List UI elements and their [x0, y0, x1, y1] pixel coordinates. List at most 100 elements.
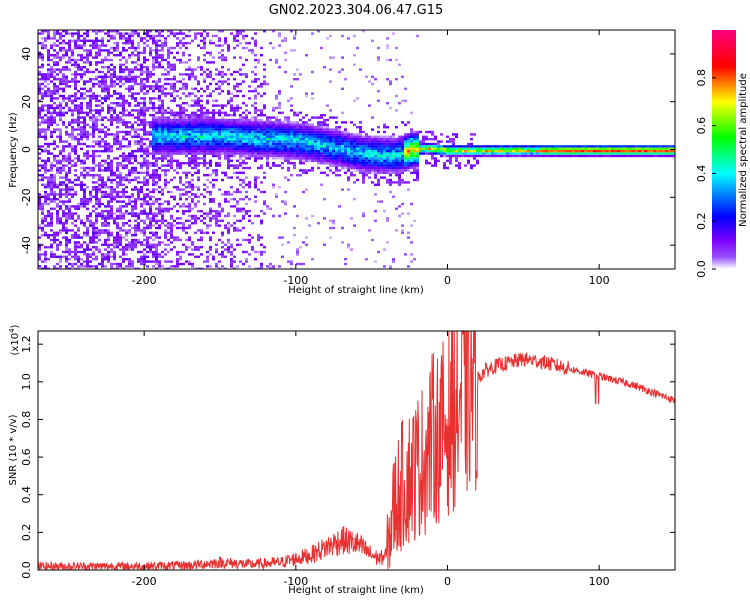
spectrogram-cell [128, 195, 131, 198]
spectrogram-cell [59, 94, 62, 98]
spectrogram-cell [137, 260, 140, 263]
spectrogram-cell [212, 130, 215, 134]
spectrogram-cell [326, 166, 329, 170]
spectrogram-cell [83, 37, 86, 40]
spectrogram-cell [125, 126, 128, 129]
spectrogram-cell [341, 135, 344, 138]
spectrogram-cell [95, 42, 98, 45]
spectrogram-cell [389, 159, 392, 162]
spectrogram-cell [254, 138, 257, 141]
spectrogram-cell [341, 140, 344, 143]
spectrogram-cell [41, 44, 44, 47]
spectrogram-cell [122, 94, 125, 98]
spectrogram-cell [83, 205, 86, 208]
spectrogram-cell [338, 205, 341, 208]
spectrogram-cell [221, 126, 224, 129]
spectrogram-cell [170, 63, 173, 66]
spectrogram-cell [104, 75, 107, 78]
spectrogram-cell [110, 169, 113, 172]
spectrogram-cell [101, 243, 104, 246]
spectrogram-cell [53, 49, 56, 52]
spectrogram-cell [197, 114, 200, 117]
spectrogram-cell [278, 123, 281, 126]
spectrogram-cell [47, 87, 50, 90]
spectrogram-cell [230, 135, 233, 138]
spectrogram-cell [212, 104, 215, 107]
spectrogram-cell [218, 56, 221, 59]
spectrogram-cell [371, 39, 374, 42]
spectrogram-cell [38, 116, 41, 119]
spectrogram-cell [347, 178, 350, 182]
spectrogram-cell [206, 162, 209, 165]
spectrogram-cell [107, 128, 110, 131]
spectrogram-cell [233, 126, 236, 129]
spectrogram-cell [101, 229, 104, 232]
spectrogram-cell [239, 133, 242, 136]
spectrogram-cell [104, 210, 107, 213]
spectrogram-cell [194, 99, 197, 102]
spectrogram-cell [194, 222, 197, 225]
spectrogram-cell [68, 198, 71, 201]
spectrogram-cell [155, 234, 158, 237]
spectrogram-cell [47, 51, 50, 54]
spectrogram-cell [92, 78, 95, 81]
spectrogram-cell [59, 130, 62, 134]
spectrogram-cell [233, 166, 236, 170]
spectrogram-cell [209, 135, 212, 138]
spectrogram-cell [341, 133, 344, 136]
spectrogram-cell [83, 253, 86, 256]
spectrogram-cell [74, 87, 77, 90]
spectrogram-cell [161, 241, 164, 244]
spectrogram-cell [176, 258, 179, 261]
spectrogram-cell [113, 195, 116, 198]
spectrogram-cell [95, 51, 98, 54]
spectrogram-cell [293, 147, 296, 150]
spectrogram-cell [389, 152, 392, 155]
spectrogram-cell [227, 44, 230, 47]
spectrogram-cell [80, 186, 83, 189]
spectrogram-cell [80, 73, 83, 76]
spectrogram-cell [80, 39, 83, 42]
spectrogram-cell [65, 207, 68, 210]
spectrogram-cell [236, 70, 239, 74]
spectrogram-cell [245, 150, 248, 153]
spectrogram-cell [296, 147, 299, 150]
spectrogram-cell [86, 198, 89, 201]
spectrogram-cell [41, 159, 44, 162]
spectrogram-cell [41, 37, 44, 40]
spectrogram-cell [203, 159, 206, 162]
spectrogram-cell [197, 164, 200, 167]
spectrogram-cell [194, 214, 197, 218]
spectrogram-cell [221, 193, 224, 196]
spectrogram-cell [251, 70, 254, 74]
spectrogram-cell [299, 262, 302, 266]
spectrogram-cell [68, 154, 71, 158]
spectrogram-cell [350, 164, 353, 167]
spectrogram-cell [356, 166, 359, 170]
spectrogram-cell [137, 258, 140, 261]
spectrogram-cell [224, 39, 227, 42]
spectrogram-cell [200, 46, 203, 50]
spectrogram-cell [143, 142, 146, 146]
spectrogram-cell [152, 212, 155, 215]
spectrogram-cell [194, 102, 197, 105]
spectrogram-cell [116, 142, 119, 146]
spectrogram-cell [152, 234, 155, 237]
spectrogram-cell [74, 243, 77, 246]
spectrogram-cell [155, 97, 158, 100]
spectrogram-cell [116, 102, 119, 105]
spectrogram-cell [83, 200, 86, 203]
spectrogram-cell [167, 54, 170, 57]
spectrogram-cell [194, 126, 197, 129]
spectrogram-cell [323, 145, 326, 148]
spectrogram-cell [338, 162, 341, 165]
spectrogram-cell [320, 126, 323, 129]
spectrogram-cell [74, 92, 77, 95]
spectrogram-cell [308, 157, 311, 160]
spectrogram-cell [344, 128, 347, 131]
spectrogram-cell [131, 85, 134, 88]
spectrogram-cell [71, 39, 74, 42]
spectrogram-cell [392, 145, 395, 148]
spectrogram-cell [188, 205, 191, 208]
spectrogram-cell [338, 133, 341, 136]
